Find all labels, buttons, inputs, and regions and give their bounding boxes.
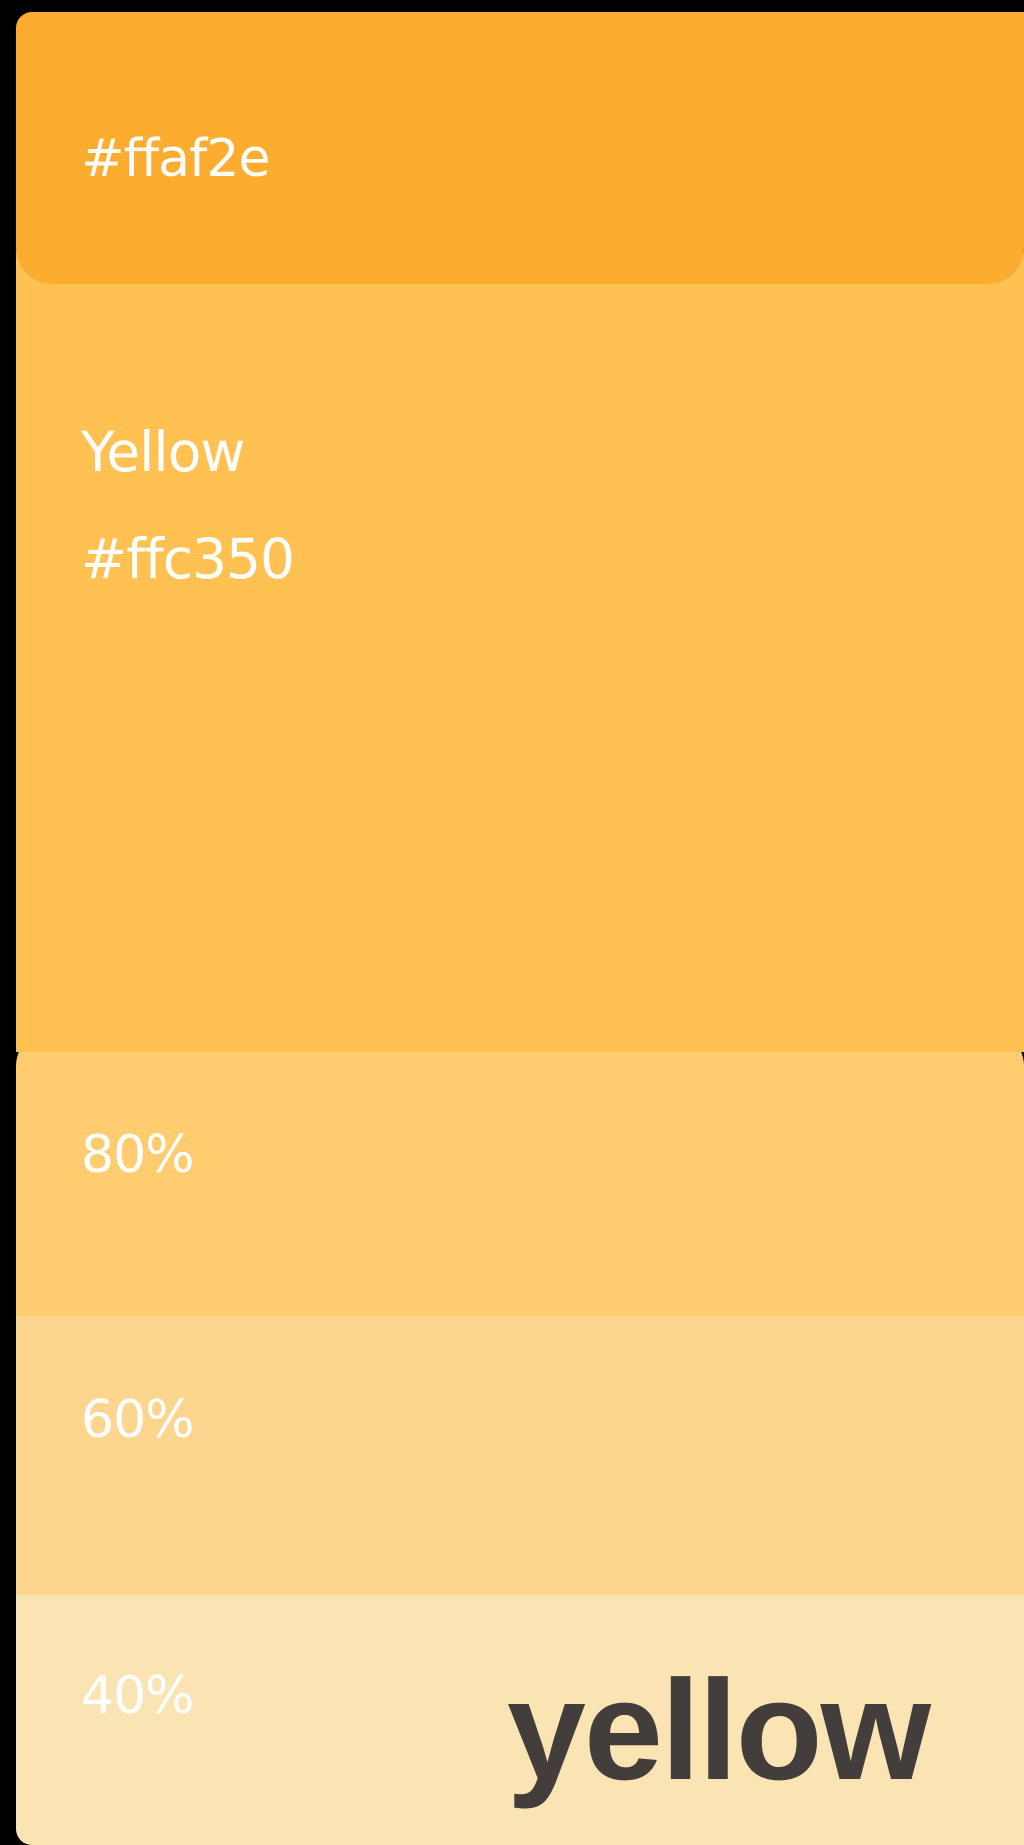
- base-color-hex: #ffc350: [81, 527, 295, 591]
- watermark-text: yellow: [506, 1651, 931, 1810]
- tint-80-label: 80%: [81, 1125, 195, 1185]
- swatch-dark-shade[interactable]: #ffaf2e: [16, 12, 1024, 284]
- swatch-tint-40[interactable]: 40%: [16, 1579, 1024, 1845]
- tint-40-label: 40%: [81, 1666, 195, 1726]
- base-color-name: Yellow: [81, 420, 245, 484]
- tint-60-label: 60%: [81, 1390, 195, 1450]
- swatch-tint-60[interactable]: 60%: [16, 1305, 1024, 1595]
- swatch-dark-shade-hex: #ffaf2e: [81, 129, 270, 189]
- color-palette-card: #ffaf2e Yellow #ffc350 80% 60% 40%: [16, 12, 1024, 1845]
- swatch-tint-80[interactable]: 80%: [16, 1030, 1024, 1316]
- swatch-base-color[interactable]: Yellow #ffc350: [16, 252, 1024, 1052]
